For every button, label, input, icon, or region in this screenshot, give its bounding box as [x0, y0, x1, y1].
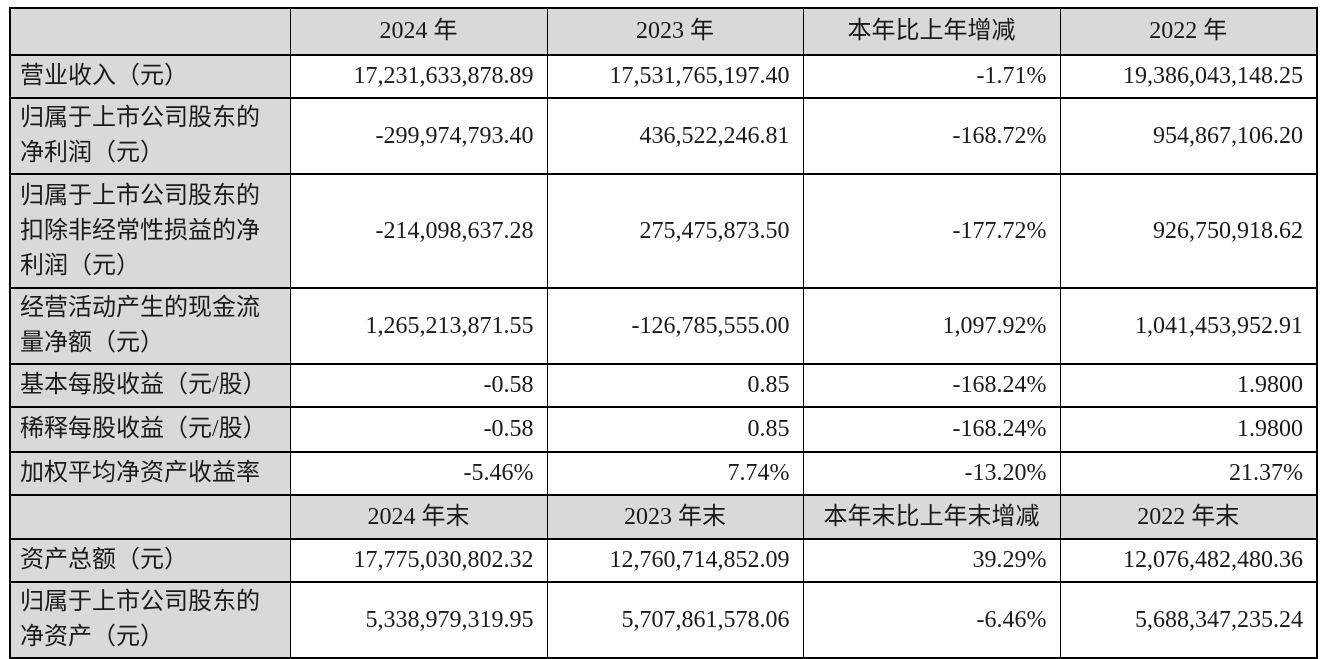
header-cell-blank [9, 494, 291, 540]
row-label: 基本每股收益（元/股） [9, 363, 291, 408]
value-2024: -214,098,637.28 [289, 173, 548, 289]
value-2023: 0.85 [546, 406, 804, 453]
value-change: 39.29% [802, 538, 1061, 583]
value-2023: -126,785,555.00 [546, 287, 804, 365]
header-row-annual: 2024 年 2023 年 本年比上年增减 2022 年 [9, 7, 1318, 56]
value-2023: 0.85 [546, 363, 804, 408]
row-label: 经营活动产生的现金流 量净额（元） [9, 287, 291, 365]
table-row-weighted-avg-roe: 加权平均净资产收益率 -5.46% 7.74% -13.20% 21.37% [9, 451, 1318, 496]
value-2024: 1,265,213,871.55 [289, 287, 548, 365]
value-2024: 17,775,030,802.32 [289, 538, 548, 583]
value-change: -1.71% [802, 54, 1061, 99]
row-label: 资产总额（元） [9, 538, 291, 583]
value-change: -168.24% [802, 363, 1061, 408]
value-2022: 1.9800 [1059, 406, 1318, 453]
header-cell-yoy-change: 本年比上年增减 [802, 7, 1061, 56]
header-cell-2024-end: 2024 年末 [289, 494, 548, 540]
value-2023: 275,475,873.50 [546, 173, 804, 289]
value-2024: -0.58 [289, 406, 548, 453]
value-2022: 926,750,918.62 [1059, 173, 1318, 289]
value-change: -168.72% [802, 97, 1061, 175]
header-cell-2023-end: 2023 年末 [546, 494, 804, 540]
value-2024: 17,231,633,878.89 [289, 54, 548, 99]
value-2023: 12,760,714,852.09 [546, 538, 804, 583]
row-label: 稀释每股收益（元/股） [9, 406, 291, 453]
financial-summary-table: 2024 年 2023 年 本年比上年增减 2022 年 营业收入（元） 17,… [9, 7, 1318, 659]
value-2022: 954,867,106.20 [1059, 97, 1318, 175]
value-2024: 5,338,979,319.95 [289, 581, 548, 659]
table-row-net-assets: 归属于上市公司股东的 净资产（元） 5,338,979,319.95 5,707… [9, 581, 1318, 659]
row-label: 营业收入（元） [9, 54, 291, 99]
value-2024: -5.46% [289, 451, 548, 496]
value-2022: 12,076,482,480.36 [1059, 538, 1318, 583]
value-2023: 17,531,765,197.40 [546, 54, 804, 99]
table-row-total-assets: 资产总额（元） 17,775,030,802.32 12,760,714,852… [9, 538, 1318, 583]
value-2024: -0.58 [289, 363, 548, 408]
value-change: -6.46% [802, 581, 1061, 659]
value-2022: 5,688,347,235.24 [1059, 581, 1318, 659]
key-indicators-table: 2024 年 2023 年 本年比上年增减 2022 年 营业收入（元） 17,… [9, 7, 1318, 659]
row-label: 归属于上市公司股东的 净资产（元） [9, 581, 291, 659]
table-row-revenue: 营业收入（元） 17,231,633,878.89 17,531,765,197… [9, 54, 1318, 99]
header-cell-blank [9, 7, 291, 56]
table-row-basic-eps: 基本每股收益（元/股） -0.58 0.85 -168.24% 1.9800 [9, 363, 1318, 408]
value-change: -177.72% [802, 173, 1061, 289]
header-cell-2022: 2022 年 [1059, 7, 1318, 56]
header-cell-2023: 2023 年 [546, 7, 804, 56]
value-change: 1,097.92% [802, 287, 1061, 365]
value-change: -13.20% [802, 451, 1061, 496]
row-label: 归属于上市公司股东的 净利润（元） [9, 97, 291, 175]
header-cell-yoy-end-change: 本年末比上年末增减 [802, 494, 1061, 540]
table-row-diluted-eps: 稀释每股收益（元/股） -0.58 0.85 -168.24% 1.9800 [9, 406, 1318, 453]
row-label: 加权平均净资产收益率 [9, 451, 291, 496]
value-2024: -299,974,793.40 [289, 97, 548, 175]
header-cell-2024: 2024 年 [289, 7, 548, 56]
value-2022: 1.9800 [1059, 363, 1318, 408]
table-row-operating-cash-flow: 经营活动产生的现金流 量净额（元） 1,265,213,871.55 -126,… [9, 287, 1318, 365]
header-row-year-end: 2024 年末 2023 年末 本年末比上年末增减 2022 年末 [9, 494, 1318, 540]
value-2022: 1,041,453,952.91 [1059, 287, 1318, 365]
value-2023: 7.74% [546, 451, 804, 496]
value-2022: 21.37% [1059, 451, 1318, 496]
value-2023: 5,707,861,578.06 [546, 581, 804, 659]
table-row-net-profit: 归属于上市公司股东的 净利润（元） -299,974,793.40 436,52… [9, 97, 1318, 175]
value-2022: 19,386,043,148.25 [1059, 54, 1318, 99]
value-2023: 436,522,246.81 [546, 97, 804, 175]
row-label: 归属于上市公司股东的 扣除非经常性损益的净 利润（元） [9, 173, 291, 289]
table-row-net-profit-excl-nonrecurring: 归属于上市公司股东的 扣除非经常性损益的净 利润（元） -214,098,637… [9, 173, 1318, 289]
value-change: -168.24% [802, 406, 1061, 453]
header-cell-2022-end: 2022 年末 [1059, 494, 1318, 540]
